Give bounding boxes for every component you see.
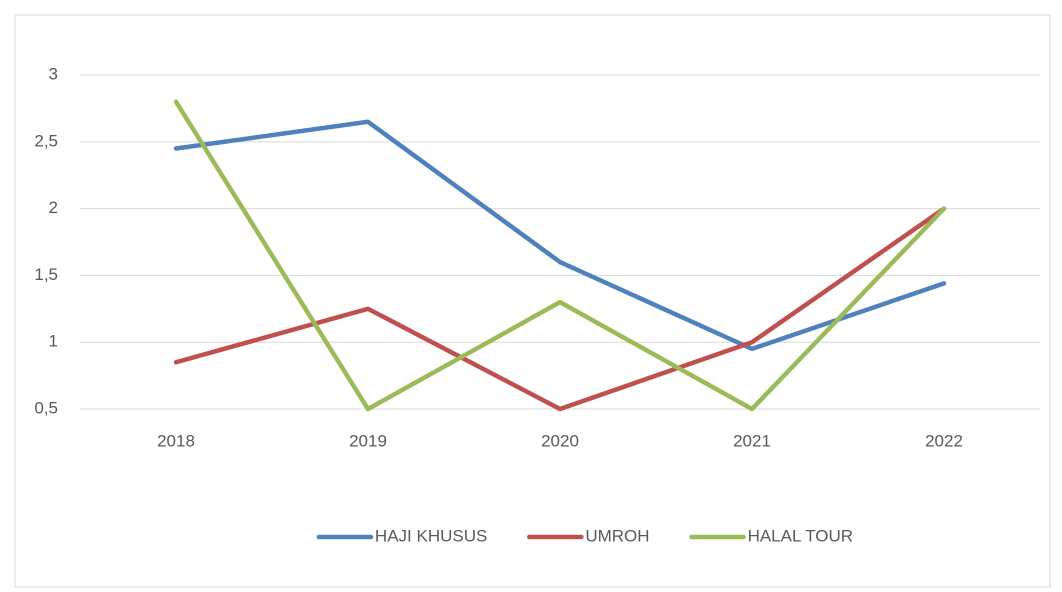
legend-label: UMROH	[585, 526, 649, 545]
x-tick-label: 2022	[925, 431, 963, 450]
legend-label: HALAL TOUR	[748, 526, 854, 545]
y-tick-label: 2	[49, 198, 58, 217]
chart-border	[14, 14, 1051, 588]
y-tick-label: 1,5	[34, 265, 58, 284]
y-tick-label: 1	[49, 332, 58, 351]
y-tick-label: 2,5	[34, 131, 58, 150]
series-line	[173, 119, 947, 352]
y-tick-label: 0,5	[34, 398, 58, 417]
x-tick-label: 2020	[541, 431, 579, 450]
x-tick-label: 2021	[733, 431, 771, 450]
series-line	[173, 206, 947, 412]
x-tick-label: 2018	[157, 431, 195, 450]
legend-label: HAJI KHUSUS	[375, 526, 487, 545]
series-line	[173, 99, 947, 412]
y-tick-label: 3	[49, 65, 58, 84]
x-tick-label: 2019	[349, 431, 387, 450]
